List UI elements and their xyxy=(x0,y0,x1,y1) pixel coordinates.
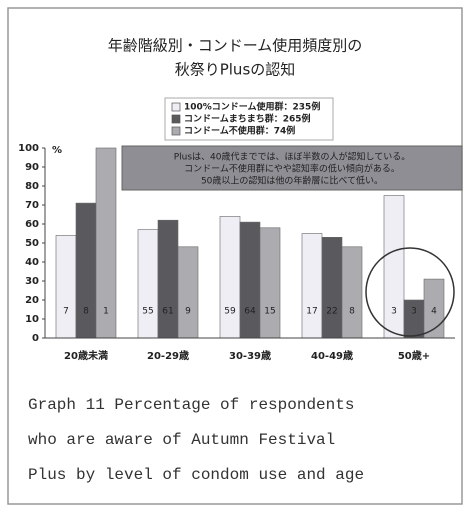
x-tick-label: 20-29歳 xyxy=(147,349,189,362)
y-tick-label: 10 xyxy=(25,314,39,325)
bar xyxy=(219,216,241,339)
x-tick-label: 20歳未満 xyxy=(64,349,108,362)
x-tick-label: 30-39歳 xyxy=(229,349,271,362)
count-label: 8 xyxy=(83,307,89,317)
annotation-text: Plusは、40歳代まででは、ほぼ半数の人が認知している。 xyxy=(174,151,411,163)
count-label: 3 xyxy=(391,307,397,317)
y-tick-label: 0 xyxy=(32,333,39,344)
bar xyxy=(239,221,261,339)
bar xyxy=(55,235,77,339)
caption: Plus by level of condom use and age xyxy=(28,466,364,484)
y-tick-label: 70 xyxy=(25,200,39,211)
y-tick-label: 20 xyxy=(25,295,39,306)
count-label: 64 xyxy=(244,307,256,317)
count-label: 9 xyxy=(185,307,191,317)
y-unit: % xyxy=(52,145,62,156)
y-tick-label: 90 xyxy=(25,162,39,173)
bar xyxy=(383,195,405,339)
bar xyxy=(137,229,159,339)
count-label: 7 xyxy=(63,307,69,317)
legend-label: コンドームまちまち群：265例 xyxy=(184,113,311,125)
count-label: 59 xyxy=(224,307,236,317)
count-label: 1 xyxy=(103,307,109,317)
y-tick-label: 60 xyxy=(25,219,39,230)
count-label: 8 xyxy=(349,307,355,317)
annotation-text: コンドーム不使用群にやや認知率の低い傾向がある。 xyxy=(184,163,400,175)
chart-title: 秋祭りPlusの認知 xyxy=(175,61,296,79)
bar xyxy=(341,246,363,339)
chart-title: 年齢階級別・コンドーム使用頻度別の xyxy=(108,37,363,55)
count-label: 55 xyxy=(142,307,153,317)
count-label: 3 xyxy=(411,307,417,317)
count-label: 17 xyxy=(306,307,317,317)
bar xyxy=(177,246,199,339)
bar xyxy=(301,233,323,339)
count-label: 61 xyxy=(162,307,173,317)
count-label: 15 xyxy=(264,307,275,317)
legend-box xyxy=(164,97,334,141)
count-label: 22 xyxy=(326,307,337,317)
annotation-box xyxy=(121,145,463,191)
caption: who are aware of Autumn Festival xyxy=(28,431,335,449)
legend-swatch xyxy=(171,126,181,136)
x-tick-label: 50歳+ xyxy=(398,349,430,362)
y-tick-label: 30 xyxy=(25,276,39,287)
highlight-circle xyxy=(365,247,455,337)
caption: Graph 11 Percentage of respondents xyxy=(28,396,354,414)
annotation-text: 50歳以上の認知は他の年齢層に比べて低い。 xyxy=(201,175,383,187)
bar xyxy=(157,219,179,339)
legend-swatch xyxy=(171,114,181,124)
y-tick-label: 100 xyxy=(18,143,39,154)
y-tick-label: 40 xyxy=(25,257,39,268)
legend-label: 100%コンドーム使用群：235例 xyxy=(184,101,320,113)
legend-label: コンドーム不使用群：74例 xyxy=(184,125,295,137)
x-tick-label: 40-49歳 xyxy=(311,349,353,362)
bar xyxy=(259,227,281,339)
bar xyxy=(75,202,97,339)
count-label: 4 xyxy=(431,307,437,317)
bar xyxy=(321,237,343,339)
legend-swatch xyxy=(171,102,181,112)
y-tick-label: 50 xyxy=(25,238,39,249)
y-tick-label: 80 xyxy=(25,181,39,192)
